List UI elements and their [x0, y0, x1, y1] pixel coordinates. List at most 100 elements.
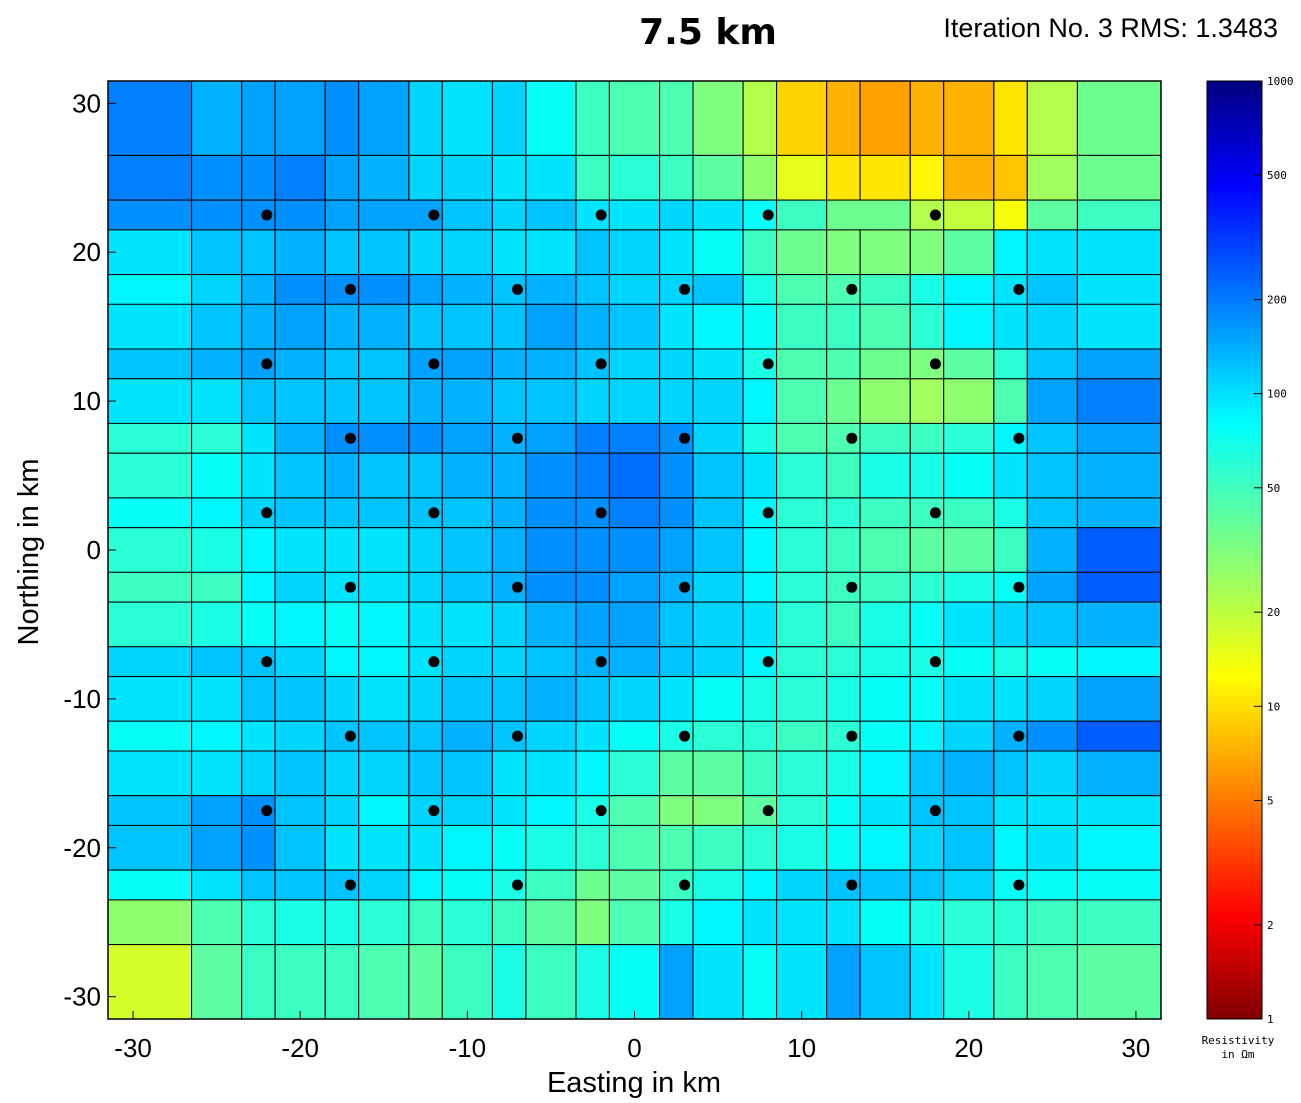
x-tick-label: -20 [281, 1033, 319, 1063]
heatmap-cell [826, 378, 861, 424]
heatmap-cell [491, 824, 527, 871]
heatmap-cell [525, 154, 577, 201]
heatmap-cell [608, 274, 661, 305]
heatmap-cell [826, 452, 861, 499]
heatmap-cell [525, 646, 577, 678]
heatmap-cell [826, 154, 861, 201]
heatmap-cell [107, 899, 193, 946]
station-marker [344, 432, 356, 444]
heatmap-cell [993, 452, 1028, 499]
heatmap-cell [859, 646, 911, 678]
heatmap-cell [107, 646, 193, 678]
heatmap-cell [1076, 646, 1162, 678]
heatmap-cell [943, 676, 995, 722]
heatmap-cell [993, 601, 1028, 648]
heatmap-cell [575, 571, 610, 603]
heatmap-cell [659, 348, 694, 380]
station-marker [846, 432, 858, 444]
heatmap-cell [107, 795, 193, 827]
heatmap-cell [241, 676, 276, 722]
heatmap-cell [575, 154, 610, 201]
heatmap-cell [274, 422, 326, 454]
heatmap-cell [608, 795, 661, 827]
heatmap-cell [909, 80, 945, 156]
heatmap-cell [1026, 497, 1078, 529]
heatmap-cell [575, 229, 610, 276]
heatmap-cell [943, 229, 995, 276]
heatmap-cell [358, 527, 410, 573]
heatmap-cell [608, 899, 661, 946]
heatmap-cell [859, 422, 911, 454]
heatmap-cell [408, 750, 443, 797]
heatmap-cell [525, 452, 577, 499]
heatmap-cell [441, 601, 493, 648]
colorbar-tick-label: 100 [1267, 388, 1287, 401]
heatmap-cell [692, 348, 744, 380]
heatmap-cell [859, 571, 911, 603]
station-marker [1013, 283, 1025, 295]
colorbar-tick-label: 5 [1267, 794, 1274, 807]
heatmap-cell [491, 497, 527, 529]
heatmap-cell [859, 303, 911, 350]
heatmap-cell [241, 303, 276, 350]
heatmap-cell [575, 750, 610, 797]
heatmap-cell [742, 452, 777, 499]
station-marker [846, 581, 858, 593]
heatmap-cell [358, 899, 410, 946]
heatmap-cell [993, 646, 1028, 678]
heatmap-cell [1026, 869, 1078, 901]
y-tick-label: -30 [63, 982, 101, 1012]
station-marker [846, 879, 858, 891]
station-marker [762, 209, 774, 221]
station-marker [679, 283, 691, 295]
heatmap-cell [993, 497, 1028, 529]
heatmap-cell [776, 676, 828, 722]
heatmap-cell [1026, 944, 1078, 1020]
heatmap-cell [491, 646, 527, 678]
heatmap-cell [107, 601, 193, 648]
heatmap-cell [659, 527, 694, 573]
heatmap-cell [776, 824, 828, 871]
heatmap-cell [408, 452, 443, 499]
heatmap-cell [1026, 452, 1078, 499]
heatmap-cell [441, 378, 493, 424]
heatmap-cell [1076, 348, 1162, 380]
heatmap-cell [324, 422, 360, 454]
heatmap-cell [241, 422, 276, 454]
heatmap-cell [742, 676, 777, 722]
heatmap-cell [441, 899, 493, 946]
heatmap-cell [659, 899, 694, 946]
heatmap-cell [274, 676, 326, 722]
heatmap-cell [859, 899, 911, 946]
heatmap-cell [659, 646, 694, 678]
heatmap-cell [776, 720, 828, 752]
station-marker [595, 507, 607, 519]
heatmap-cell [575, 422, 610, 454]
heatmap-cell [692, 676, 744, 722]
heatmap-cell [191, 944, 243, 1020]
heatmap-cell [191, 452, 243, 499]
heatmap-cell [943, 154, 995, 201]
station-marker [595, 358, 607, 370]
heatmap-cell [692, 527, 744, 573]
heatmap-cell [859, 944, 911, 1020]
heatmap-cell [909, 154, 945, 201]
heatmap-cell [993, 80, 1028, 156]
heatmap-cell [826, 601, 861, 648]
heatmap-cell [742, 899, 777, 946]
heatmap-cell [441, 348, 493, 380]
heatmap-cell [491, 527, 527, 573]
heatmap-cell [943, 720, 995, 752]
x-tick-label: -30 [114, 1033, 152, 1063]
heatmap-cell [659, 80, 694, 156]
heatmap-cell [324, 154, 360, 201]
station-marker [1013, 581, 1025, 593]
heatmap-cell [943, 601, 995, 648]
heatmap-cell [909, 571, 945, 603]
station-marker [929, 358, 941, 370]
heatmap-cell [742, 274, 777, 305]
heatmap-cell [575, 944, 610, 1020]
heatmap-cell [358, 199, 443, 231]
colorbar-tick-label: 50 [1267, 482, 1280, 495]
heatmap-cell [1026, 676, 1078, 722]
